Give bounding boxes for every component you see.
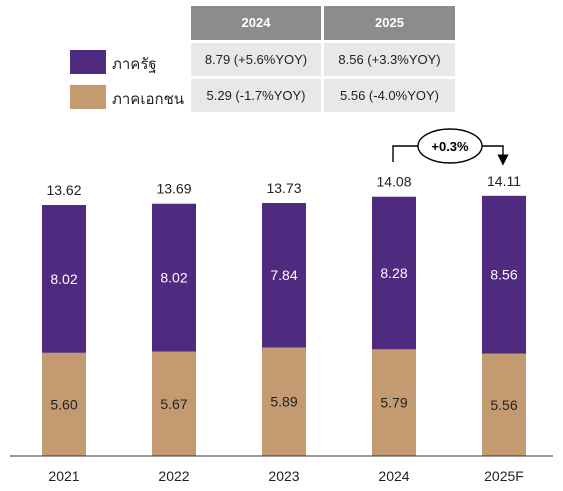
growth-connector bbox=[392, 145, 503, 162]
total-label-2021: 13.62 bbox=[46, 182, 81, 198]
table-cell-private-2024: 5.29 (-1.7%YOY) bbox=[191, 79, 321, 112]
label-private-2023: 5.89 bbox=[270, 394, 297, 410]
label-private-2021: 5.60 bbox=[50, 396, 77, 412]
table-header-2025: 2025 bbox=[324, 6, 455, 40]
bar-public-2022 bbox=[152, 203, 196, 352]
growth-label: +0.3% bbox=[431, 139, 469, 154]
legend-swatch-public bbox=[70, 50, 106, 74]
bar-public-2021 bbox=[42, 205, 86, 353]
x-tick-2021: 2021 bbox=[48, 468, 79, 484]
label-private-2022: 5.67 bbox=[160, 396, 187, 412]
total-label-2024: 14.08 bbox=[376, 174, 411, 190]
label-public-2021: 8.02 bbox=[50, 271, 77, 287]
x-tick-2024: 2024 bbox=[378, 468, 409, 484]
label-public-2023: 7.84 bbox=[270, 267, 297, 283]
total-label-2025F: 14.11 bbox=[487, 173, 521, 189]
table-header-2024: 2024 bbox=[191, 6, 321, 40]
bar-private-2025F bbox=[482, 353, 526, 456]
table-cell-public-2025: 8.56 (+3.3%YOY) bbox=[324, 43, 455, 76]
bar-private-2023 bbox=[262, 347, 306, 456]
legend-swatch-private bbox=[70, 85, 106, 109]
label-private-2025F: 5.56 bbox=[490, 397, 517, 413]
total-label-2022: 13.69 bbox=[156, 181, 191, 197]
x-tick-2025F: 2025F bbox=[484, 468, 524, 484]
bar-private-2021 bbox=[42, 352, 86, 456]
growth-bubble bbox=[417, 128, 483, 164]
x-tick-2023: 2023 bbox=[268, 468, 299, 484]
legend-label-private: ภาคเอกชน bbox=[112, 91, 184, 108]
label-private-2024: 5.79 bbox=[380, 395, 407, 411]
x-tick-2022: 2022 bbox=[158, 468, 189, 484]
label-public-2022: 8.02 bbox=[160, 270, 187, 286]
label-public-2024: 8.28 bbox=[380, 265, 407, 281]
table-cell-public-2024: 8.79 (+5.6%YOY) bbox=[191, 43, 321, 76]
legend-label-public: ภาครัฐ bbox=[112, 56, 157, 73]
label-public-2025F: 8.56 bbox=[490, 267, 517, 283]
bar-private-2022 bbox=[152, 351, 196, 456]
bar-public-2024 bbox=[372, 196, 416, 350]
table-cell-private-2025: 5.56 (-4.0%YOY) bbox=[324, 79, 455, 112]
total-label-2023: 13.73 bbox=[266, 180, 301, 196]
bar-public-2025F bbox=[482, 195, 526, 354]
bar-private-2024 bbox=[372, 349, 416, 456]
bar-public-2023 bbox=[262, 203, 306, 348]
